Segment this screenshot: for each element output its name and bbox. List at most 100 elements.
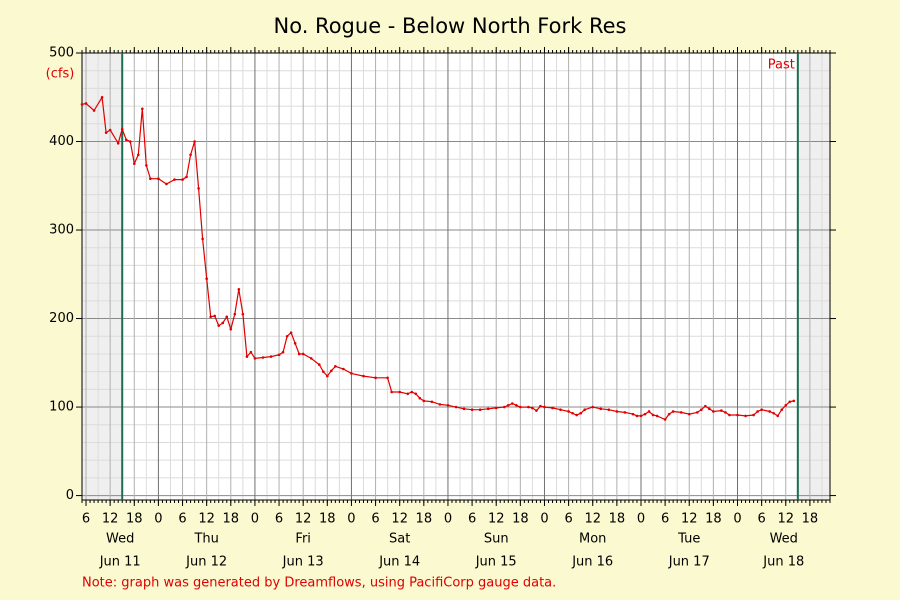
x-tick-label: 0: [154, 512, 162, 527]
x-tick-label: 12: [584, 512, 601, 527]
x-tick-label: 6: [82, 512, 90, 527]
weekday-label: Mon: [579, 532, 606, 547]
x-tick-label: 0: [251, 512, 259, 527]
data-point: [579, 411, 582, 415]
data-point: [635, 414, 639, 418]
x-tick-label: 0: [733, 512, 741, 527]
x-tick-label: 18: [802, 512, 819, 527]
data-point: [599, 407, 603, 411]
data-point: [615, 410, 619, 413]
data-point: [772, 411, 775, 415]
data-point: [330, 369, 333, 373]
y-tick-label: 200: [49, 311, 74, 326]
data-point: [543, 405, 546, 409]
data-point: [309, 357, 313, 360]
data-point: [768, 410, 771, 413]
data-point: [651, 413, 655, 417]
y-tick-label: 0: [66, 488, 74, 503]
data-point: [108, 128, 112, 132]
data-point: [780, 408, 784, 412]
data-point: [671, 410, 675, 413]
data-point: [386, 376, 389, 380]
data-point: [141, 107, 144, 111]
data-point: [784, 403, 788, 407]
y-tick-label: 100: [49, 400, 74, 415]
data-point: [462, 407, 466, 411]
data-point: [321, 370, 325, 373]
x-tick-label: 12: [777, 512, 794, 527]
weekday-label: Fri: [295, 532, 311, 547]
x-tick-label: 0: [637, 512, 645, 527]
x-tick-label: 0: [347, 512, 355, 527]
data-point: [531, 406, 534, 410]
data-point: [720, 409, 723, 412]
outside-window: [82, 53, 123, 500]
data-point: [539, 404, 542, 408]
x-tick-label: 18: [223, 512, 240, 527]
data-point: [362, 374, 365, 378]
data-point: [792, 399, 796, 403]
data-point: [643, 412, 647, 416]
data-point: [567, 410, 570, 413]
date-label: Jun 14: [378, 555, 420, 570]
data-point: [281, 350, 285, 354]
x-tick-label: 18: [126, 512, 143, 527]
weekday-label: Sun: [484, 532, 509, 547]
data-point: [334, 365, 337, 368]
data-point: [527, 405, 530, 409]
data-point: [695, 411, 699, 414]
data-point: [249, 350, 253, 354]
date-label: Jun 15: [475, 555, 517, 570]
data-point: [261, 356, 265, 359]
x-tick-label: 12: [295, 512, 312, 527]
data-point: [724, 411, 727, 414]
x-tick-label: 6: [371, 512, 379, 527]
x-tick-label: 12: [102, 512, 119, 527]
data-point: [756, 410, 759, 413]
x-tick-label: 12: [391, 512, 408, 527]
annotation: Past: [768, 58, 795, 73]
x-tick-label: 18: [705, 512, 722, 527]
date-label: Jun 16: [571, 555, 613, 570]
x-tick-label: 0: [540, 512, 548, 527]
data-point: [788, 400, 792, 404]
data-point: [181, 178, 184, 181]
data-point: [157, 177, 160, 180]
data-point: [744, 414, 747, 418]
x-tick-label: 6: [661, 512, 669, 527]
data-point: [213, 314, 217, 318]
data-point: [583, 408, 586, 412]
data-point: [486, 407, 490, 411]
data-point: [506, 403, 510, 407]
x-tick-label: 12: [681, 512, 698, 527]
data-point: [502, 405, 506, 409]
y-tick-label: 300: [49, 223, 74, 238]
outside-window: [797, 53, 830, 500]
data-point: [342, 367, 345, 371]
data-point: [776, 414, 780, 418]
data-point: [137, 153, 140, 157]
data-point: [551, 406, 554, 410]
data-point: [217, 324, 221, 327]
data-point: [390, 390, 393, 394]
data-point: [201, 237, 204, 241]
data-point: [559, 408, 562, 412]
data-point: [712, 410, 715, 413]
data-point: [80, 103, 84, 106]
data-point: [591, 405, 595, 409]
data-point: [100, 95, 104, 99]
data-point: [132, 162, 136, 165]
x-tick-label: 18: [416, 512, 433, 527]
data-point: [189, 153, 192, 157]
data-point: [438, 403, 442, 406]
data-point: [655, 414, 659, 418]
data-point: [728, 413, 731, 417]
note: Note: graph was generated by Dreamflows,…: [82, 576, 556, 591]
data-point: [575, 413, 578, 417]
data-point: [92, 109, 96, 112]
data-point: [209, 315, 212, 319]
data-point: [511, 402, 514, 405]
data-point: [269, 355, 273, 358]
data-point: [237, 288, 241, 291]
